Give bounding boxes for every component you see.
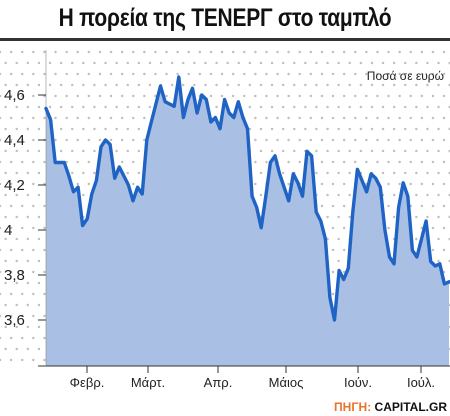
x-tick-label-3: Μάιος bbox=[269, 375, 304, 390]
x-tick-label-2: Απρ. bbox=[204, 375, 233, 390]
y-tick-label-3: 4,2 bbox=[4, 177, 25, 194]
price-area bbox=[46, 77, 449, 366]
title-rule bbox=[0, 38, 450, 41]
x-tick-label-4: Ιούν. bbox=[344, 375, 372, 390]
x-tick-label-1: Μάρτ. bbox=[131, 375, 165, 390]
axes-layer bbox=[38, 50, 450, 373]
chart-title: Η πορεία της ΤΕΝΕΡΓ στο ταμπλό bbox=[58, 4, 392, 32]
y-tick-label-4: 4,4 bbox=[4, 132, 25, 149]
y-tick-label-2: 4 bbox=[4, 222, 12, 239]
y-tick-label-5: 4,6 bbox=[4, 87, 25, 104]
source-label: ΠΗΓΗ: bbox=[333, 400, 372, 414]
y-tick-label-0: 3,6 bbox=[4, 312, 25, 329]
labels-layer: 3,6 3,8 4 4,2 4,4 4,6 Φεβρ. Μάρτ. Απρ. Μάιος Ιούν.… bbox=[4, 87, 435, 390]
y-tick-label-1: 3,8 bbox=[4, 267, 25, 284]
source-line: ΠΗΓΗ: CAPITAL.GR bbox=[334, 400, 447, 414]
x-tick-label-5: Ιούλ. bbox=[407, 375, 435, 390]
price-line bbox=[44, 75, 450, 322]
unit-note: Ποσά σε ευρώ bbox=[367, 69, 444, 83]
x-tick-label-0: Φεβρ. bbox=[70, 375, 105, 390]
source-name: CAPITAL.GR bbox=[374, 400, 447, 414]
